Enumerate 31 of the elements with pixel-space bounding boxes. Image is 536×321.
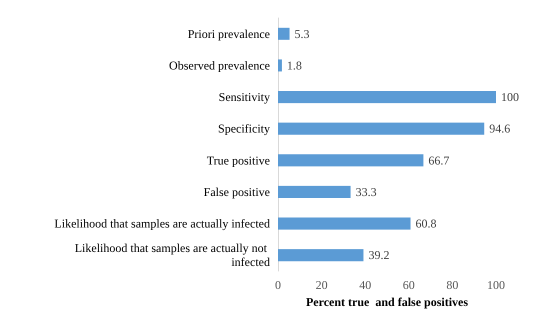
data-label: 5.3 <box>294 26 310 41</box>
bar <box>278 122 484 135</box>
data-label: 94.6 <box>489 122 510 136</box>
bar <box>278 91 496 104</box>
y-tick-label: Likelihood that samples are actually not infected <box>74 241 270 270</box>
data-label: 39.2 <box>368 248 390 262</box>
data-label: 33.3 <box>356 184 377 199</box>
x-tick-label: 40 <box>359 278 372 292</box>
bar <box>278 249 364 262</box>
y-tick-label: Observed prevalence <box>169 58 270 72</box>
data-label: 60.8 <box>416 216 437 231</box>
y-tick-label: False positive <box>204 184 270 199</box>
bar <box>278 59 282 72</box>
bar <box>278 218 411 230</box>
x-tick-label: 80 <box>446 278 458 292</box>
x-tick-label: 20 <box>316 278 328 292</box>
data-label: 100 <box>501 90 519 104</box>
y-tick-label: Specificity <box>218 122 270 136</box>
y-tick-label: Sensitivity <box>218 90 270 104</box>
y-tick-label: True positive <box>206 153 270 168</box>
x-tick-label: 60 <box>402 278 415 292</box>
x-tick-label: 100 <box>487 278 505 292</box>
x-axis-title: Percent true and false positives <box>306 294 468 309</box>
data-label: 66.7 <box>428 153 450 168</box>
bar <box>278 154 424 166</box>
x-tick-label: 0 <box>275 278 281 292</box>
y-tick-label: Priori prevalence <box>188 26 270 41</box>
bar <box>278 28 290 40</box>
bar <box>278 186 351 198</box>
data-label: 1.8 <box>286 58 302 72</box>
y-tick-label: Likelihood that samples are actually infected <box>54 216 270 231</box>
